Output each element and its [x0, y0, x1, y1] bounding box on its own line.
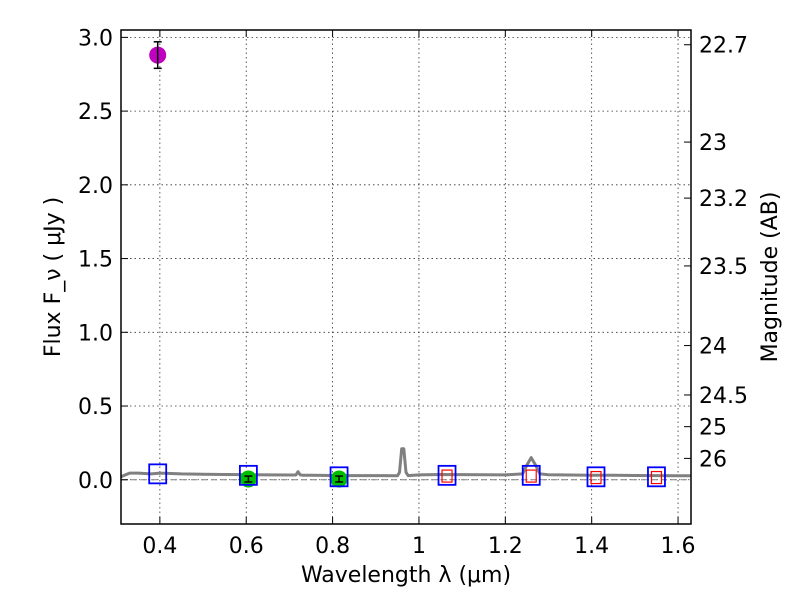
magnitude-tick-label: 23 [699, 131, 727, 156]
magnitude-tick-label: 24 [699, 335, 727, 360]
x-tick-label: 1.4 [574, 534, 609, 559]
magnitude-axis-label: Magnitude (AB) [758, 192, 783, 363]
model-photometry-marker [148, 463, 168, 485]
model-photometry-marker [586, 466, 606, 488]
magnitude-tick-label: 23.2 [699, 187, 748, 212]
y-axis-ticks: 0.0 0.5 1.0 1.5 2.0 2.5 3.0 [78, 26, 128, 494]
y-axis-label: Flux F_ν ( μJy ) [41, 197, 66, 357]
y-tick-label: 2.5 [78, 100, 113, 125]
model-photometry-marker [238, 464, 258, 486]
x-tick-label: 0.8 [315, 534, 350, 559]
upper-limit-marker [525, 469, 537, 483]
x-tick-label: 0.4 [142, 534, 177, 559]
y-tick-label: 2.0 [78, 174, 113, 199]
x-axis-label: Wavelength λ (μm) [301, 563, 511, 588]
x-tick-label: 1.2 [488, 534, 523, 559]
magnitude-tick-label: 22.7 [699, 34, 748, 59]
x-axis-ticks: 0.4 0.6 0.8 1 1.2 1.4 1.6 [142, 30, 696, 559]
grid-lines [121, 30, 691, 524]
magnitude-tick-label: 25 [699, 416, 727, 441]
magnitude-tick-label: 24.5 [699, 384, 748, 409]
model-spectrum-line [120, 447, 691, 479]
y-tick-label: 3.0 [78, 26, 113, 51]
upper-limit-marker [650, 470, 663, 485]
magnitude-tick-label: 26 [699, 447, 727, 472]
upper-limit-marker [590, 470, 602, 485]
x-tick-label: 1 [412, 534, 426, 559]
model-photometry-marker [437, 464, 457, 486]
x-tick-label: 0.6 [229, 534, 264, 559]
plot-frame [120, 29, 692, 525]
upper-limit-marker [441, 469, 453, 483]
model-photometry-marker [521, 464, 541, 486]
model-photometry-marker [647, 466, 666, 488]
magnitude-axis-ticks: 22.7 23 23.2 23.5 24 24.5 25 26 [684, 34, 748, 472]
y-tick-label: 1.5 [78, 248, 113, 273]
model-spectrum [120, 447, 691, 479]
y-tick-label: 0.0 [78, 469, 113, 494]
model-photometry-marker [329, 466, 349, 488]
data-points [148, 41, 666, 488]
y-tick-label: 1.0 [78, 321, 113, 346]
x-tick-label: 1.6 [661, 534, 696, 559]
y-tick-label: 0.5 [78, 395, 113, 420]
magnitude-tick-label: 23.5 [699, 255, 748, 280]
